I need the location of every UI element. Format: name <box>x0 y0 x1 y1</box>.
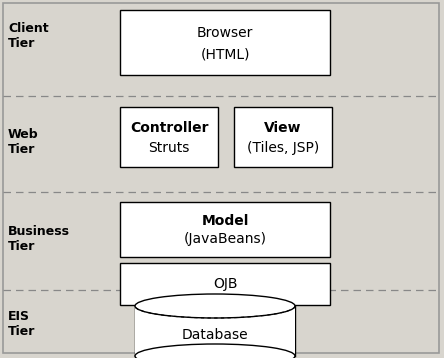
Text: Model: Model <box>201 214 249 228</box>
Text: Client
Tier: Client Tier <box>8 22 49 50</box>
Bar <box>120 10 330 75</box>
Bar <box>234 107 332 167</box>
Ellipse shape <box>135 294 295 318</box>
Text: Controller: Controller <box>130 121 208 135</box>
Text: (JavaBeans): (JavaBeans) <box>183 232 266 246</box>
Text: (Tiles, JSP): (Tiles, JSP) <box>247 141 319 155</box>
Text: Web
Tier: Web Tier <box>8 128 39 156</box>
Text: View: View <box>264 121 302 135</box>
Text: EIS
Tier: EIS Tier <box>8 310 36 338</box>
Text: Database: Database <box>182 328 248 342</box>
Bar <box>120 263 330 305</box>
Text: (HTML): (HTML) <box>200 47 250 61</box>
Bar <box>135 306 295 356</box>
Text: Browser: Browser <box>197 26 253 40</box>
Ellipse shape <box>135 344 295 358</box>
Bar <box>120 107 218 167</box>
Text: Business
Tier: Business Tier <box>8 225 70 253</box>
Text: Struts: Struts <box>148 141 190 155</box>
Text: OJB: OJB <box>213 277 237 291</box>
Bar <box>120 202 330 257</box>
